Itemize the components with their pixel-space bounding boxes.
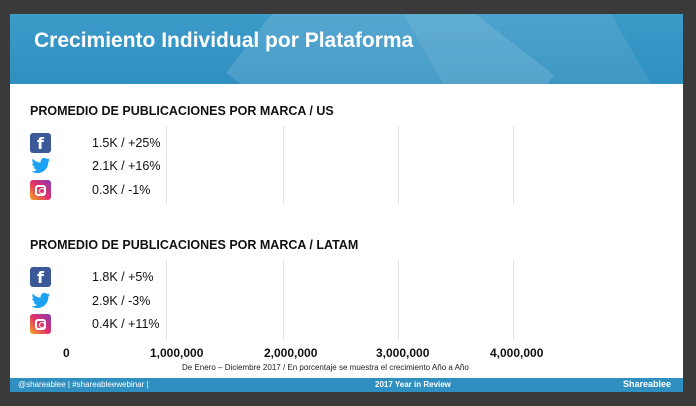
row-value: 0.3K / -1% (92, 183, 151, 197)
section-title-us: PROMEDIO DE PUBLICACIONES POR MARCA / US (30, 104, 334, 118)
row-value: 2.9K / -3% (92, 294, 151, 308)
row-value: 0.4K / +11% (92, 317, 160, 331)
slide-title: Crecimiento Individual por Plataforma (34, 29, 414, 52)
platform-row-instagram: 0.4K / +11% (30, 313, 330, 335)
instagram-icon (30, 314, 51, 334)
platform-row-twitter: 2.1K / +16% (30, 155, 330, 177)
twitter-icon (30, 291, 51, 311)
gridline (283, 260, 284, 340)
row-value: 1.5K / +25% (92, 136, 161, 150)
axis-tick-label: 1,000,000 (150, 346, 204, 360)
platform-row-facebook: f 1.8K / +5% (30, 266, 330, 288)
gridline (283, 126, 284, 204)
footnote: De Enero – Diciembre 2017 / En porcentaj… (182, 363, 469, 372)
footer-handles: @shareablee | #shareableewebinar | (18, 380, 149, 389)
gridline (513, 260, 514, 340)
footer-caption: 2017 Year in Review (375, 380, 451, 389)
gridline (166, 126, 167, 204)
axis-tick-label: 2,000,000 (264, 346, 318, 360)
facebook-icon: f (30, 267, 51, 287)
slide-footer: @shareablee | #shareableewebinar | 2017 … (10, 378, 683, 392)
gridline (398, 126, 399, 204)
row-value: 2.1K / +16% (92, 159, 161, 173)
facebook-icon: f (30, 133, 51, 153)
twitter-icon (30, 156, 51, 176)
instagram-icon (30, 180, 51, 200)
gridline (398, 260, 399, 340)
row-value: 1.8K / +5% (92, 270, 154, 284)
gridline (513, 126, 514, 204)
axis-tick-label: 4,000,000 (490, 346, 544, 360)
section-title-latam: PROMEDIO DE PUBLICACIONES POR MARCA / LA… (30, 238, 359, 252)
platform-row-twitter: 2.9K / -3% (30, 290, 330, 312)
platform-row-facebook: f 1.5K / +25% (30, 132, 330, 154)
axis-tick-label: 0 (63, 346, 70, 360)
slide: Crecimiento Individual por Plataforma PR… (10, 14, 683, 392)
axis-tick-label: 3,000,000 (376, 346, 430, 360)
platform-row-instagram: 0.3K / -1% (30, 179, 330, 201)
slide-header: Crecimiento Individual por Plataforma (10, 14, 683, 84)
gridline (166, 260, 167, 340)
brand-logo: Shareablee (622, 379, 671, 389)
